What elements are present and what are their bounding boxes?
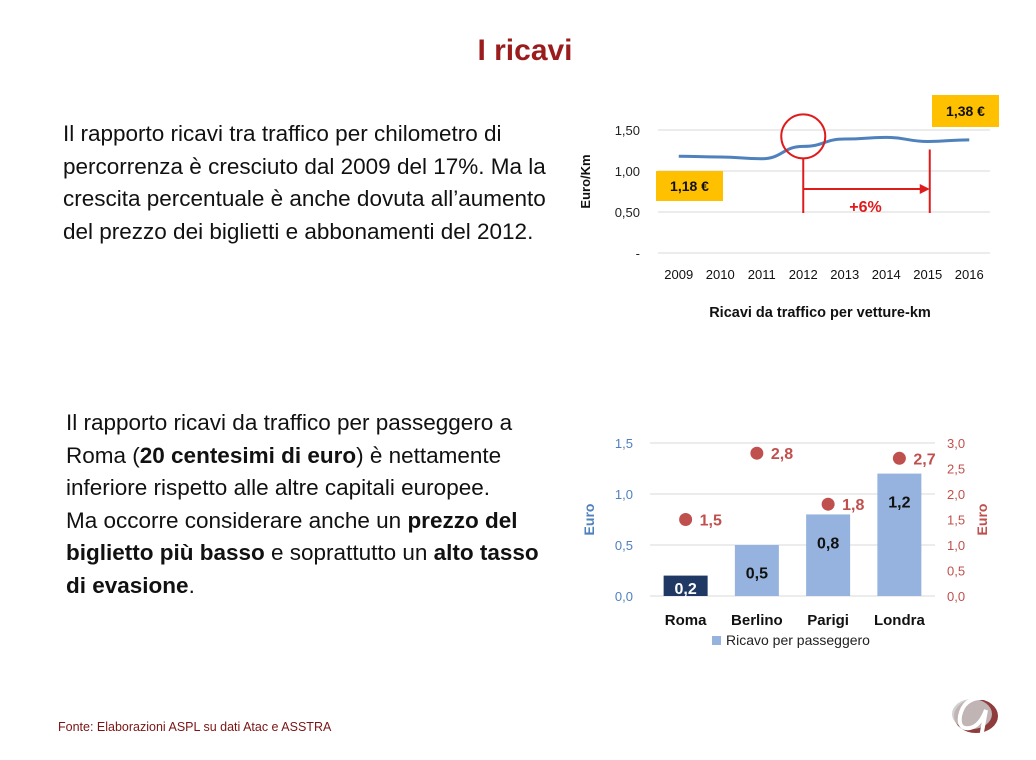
line-x-tick-label: 2016 (955, 267, 984, 282)
end-value-label: 1,38 € (946, 103, 985, 119)
dot-marker (822, 498, 835, 511)
bar-chart-legend: Ricavo per passeggero (712, 632, 870, 648)
bar-left-tick-label: 0,5 (615, 538, 633, 553)
bar-chart-right-axis-label: Euro (974, 504, 990, 536)
start-value-label: 1,18 € (670, 178, 709, 194)
bar-right-tick-label: 1,5 (947, 513, 965, 528)
bar-right-tick-label: 2,0 (947, 487, 965, 502)
line-x-tick-label: 2013 (830, 267, 859, 282)
dot-value-label: 2,7 (913, 451, 935, 468)
line-x-tick-label: 2011 (748, 267, 776, 282)
bar-value-label: 0,8 (817, 535, 839, 552)
line-y-tick-label: - (636, 246, 640, 261)
line-chart-y-ticks: - 0,50 1,00 1,50 (615, 123, 640, 261)
change-arrowhead (920, 184, 930, 194)
line-y-tick-label: 1,50 (615, 123, 640, 138)
bar (877, 474, 921, 596)
bar-chart-revenue-per-passenger: 0,00,51,01,5 0,00,51,01,52,02,53,0 0,20,… (570, 425, 1010, 655)
bar-category-label: Roma (665, 612, 707, 629)
bar (806, 514, 850, 596)
dot-marker (893, 452, 906, 465)
bar-right-tick-label: 2,5 (947, 462, 965, 477)
paragraph-km-revenue: Il rapporto ricavi tra traffico per chil… (63, 118, 563, 248)
slide-title: I ricavi (0, 34, 1036, 68)
line-chart-revenue-per-km: -0,501,001,50 2009 2010 2011 2012 2013 2014 20… (570, 90, 1010, 330)
bar-left-tick-label: 1,0 (615, 487, 633, 502)
bar-right-tick-label: 3,0 (947, 436, 965, 451)
bar-chart-left-y-ticks: 0,0 0,5 1,0 1,5 (615, 436, 633, 604)
line-chart-x-ticks: 2009 2010 2011 2012 2013 2014 2015 2016 (664, 267, 983, 282)
bar-category-label: Berlino (731, 612, 783, 629)
source-note: Fonte: Elaborazioni ASPL su dati Atac e … (58, 720, 331, 734)
bar-value-label: 0,5 (746, 566, 768, 583)
line-chart-y-axis-label: Euro/Km (578, 154, 593, 208)
paragraph-passenger-revenue: Il rapporto ricavi da traffico per passe… (66, 407, 556, 602)
change-label: +6% (849, 199, 881, 216)
bar-chart-right-y-ticks: 0,0 0,5 1,0 1,5 2,0 2,5 3,0 (947, 436, 965, 604)
bar-value-label: 1,2 (888, 495, 910, 512)
line-x-tick-label: 2015 (913, 267, 942, 282)
legend-label: Ricavo per passeggero (726, 632, 870, 648)
para2-bold-1: 20 centesimi di euro (140, 443, 356, 468)
line-y-tick-label: 0,50 (615, 205, 640, 220)
dot-value-label: 2,8 (771, 446, 793, 463)
para2-text-3: Ma occorre considerare anche un (66, 508, 407, 533)
bar-left-tick-label: 0,0 (615, 589, 633, 604)
bar-left-tick-label: 1,5 (615, 436, 633, 451)
line-x-tick-label: 2010 (706, 267, 735, 282)
line-y-tick-label: 1,00 (615, 164, 640, 179)
aspl-logo (946, 688, 1002, 740)
bar-chart-left-axis-label: Euro (581, 504, 597, 536)
line-chart-x-axis-label: Ricavi da traffico per vetture-km (709, 305, 931, 321)
para2-text-5: . (189, 573, 195, 598)
bar-series: 0,2 0,5 0,8 1,2 (664, 474, 922, 598)
dot-marker (750, 447, 763, 460)
dot-marker (679, 513, 692, 526)
para2-text-4: e soprattutto un (265, 540, 434, 565)
bar-right-tick-label: 0,0 (947, 589, 965, 604)
line-x-tick-label: 2014 (872, 267, 901, 282)
bar-category-label: Parigi (807, 612, 849, 629)
highlight-circle (781, 114, 825, 158)
dot-value-label: 1,8 (842, 497, 864, 514)
line-x-tick-label: 2012 (789, 267, 818, 282)
bar-right-tick-label: 0,5 (947, 564, 965, 579)
line-x-tick-label: 2009 (664, 267, 693, 282)
bar-chart-category-labels: Roma Berlino Parigi Londra (665, 612, 926, 629)
bar-right-tick-label: 1,0 (947, 538, 965, 553)
legend-swatch (712, 636, 721, 645)
dot-value-label: 1,5 (700, 513, 722, 530)
bar-value-label: 0,2 (675, 581, 697, 598)
bar-category-label: Londra (874, 612, 925, 629)
